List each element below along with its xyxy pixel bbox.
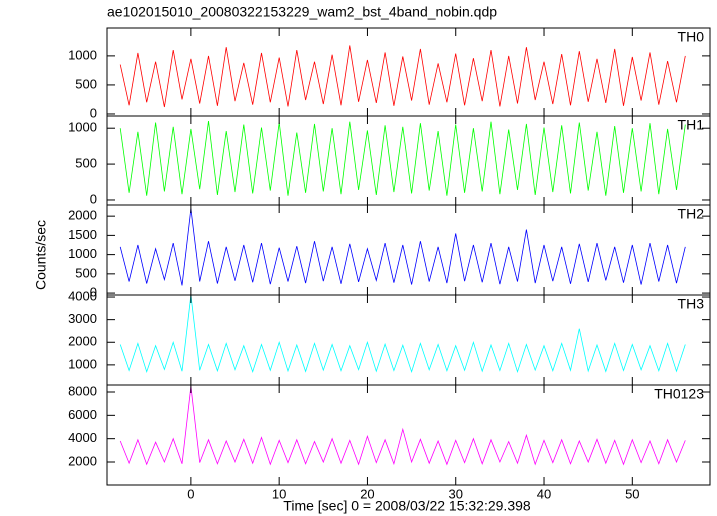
x-tick-label: 30 bbox=[448, 486, 462, 501]
panel-frame bbox=[106, 384, 711, 486]
panel-label: TH3 bbox=[678, 296, 705, 312]
x-tick-label: 20 bbox=[360, 486, 374, 501]
y-tick-label: 1000 bbox=[68, 120, 97, 135]
y-axis-label: Counts/sec bbox=[33, 220, 49, 290]
x-axis-label: Time [sec] 0 = 2008/03/22 15:32:29.398 bbox=[283, 498, 531, 514]
y-tick-label: 0 bbox=[90, 105, 97, 120]
y-tick-label: 0 bbox=[90, 191, 97, 206]
y-tick-label: 4000 bbox=[68, 430, 97, 445]
y-tick-label: 500 bbox=[75, 156, 97, 171]
y-tick-label: 500 bbox=[75, 76, 97, 91]
y-tick-label: 1000 bbox=[68, 246, 97, 261]
series-line bbox=[119, 208, 686, 286]
y-tick-label: 6000 bbox=[68, 407, 97, 422]
panel-label: TH2 bbox=[678, 206, 705, 222]
series-line bbox=[119, 295, 686, 374]
y-tick-label: 3000 bbox=[68, 311, 97, 326]
series-line bbox=[119, 45, 686, 108]
y-tick-label: 2000 bbox=[68, 334, 97, 349]
panel-label: TH1 bbox=[678, 117, 705, 133]
y-tick-label: 8000 bbox=[68, 383, 97, 398]
y-tick-label: 2000 bbox=[68, 453, 97, 468]
x-tick-label: 40 bbox=[537, 486, 551, 501]
y-tick-label: 1000 bbox=[68, 356, 97, 371]
x-tick-label: 0 bbox=[187, 486, 194, 501]
x-tick-label: 50 bbox=[625, 486, 639, 501]
series-line bbox=[119, 386, 686, 466]
y-tick-label: 500 bbox=[75, 265, 97, 280]
y-tick-label: 2000 bbox=[68, 208, 97, 223]
y-tick-label: 1000 bbox=[68, 47, 97, 62]
panel-label: TH0123 bbox=[654, 386, 704, 402]
y-tick-label: 0 bbox=[90, 285, 97, 300]
chart-title: ae102015010_20080322153229_wam2_bst_4ban… bbox=[107, 4, 497, 20]
panel-label: TH0 bbox=[678, 29, 705, 45]
y-tick-label: 4000 bbox=[68, 288, 97, 303]
x-tick-label: 10 bbox=[272, 486, 286, 501]
series-line bbox=[119, 120, 686, 196]
y-tick-label: 1500 bbox=[68, 227, 97, 242]
